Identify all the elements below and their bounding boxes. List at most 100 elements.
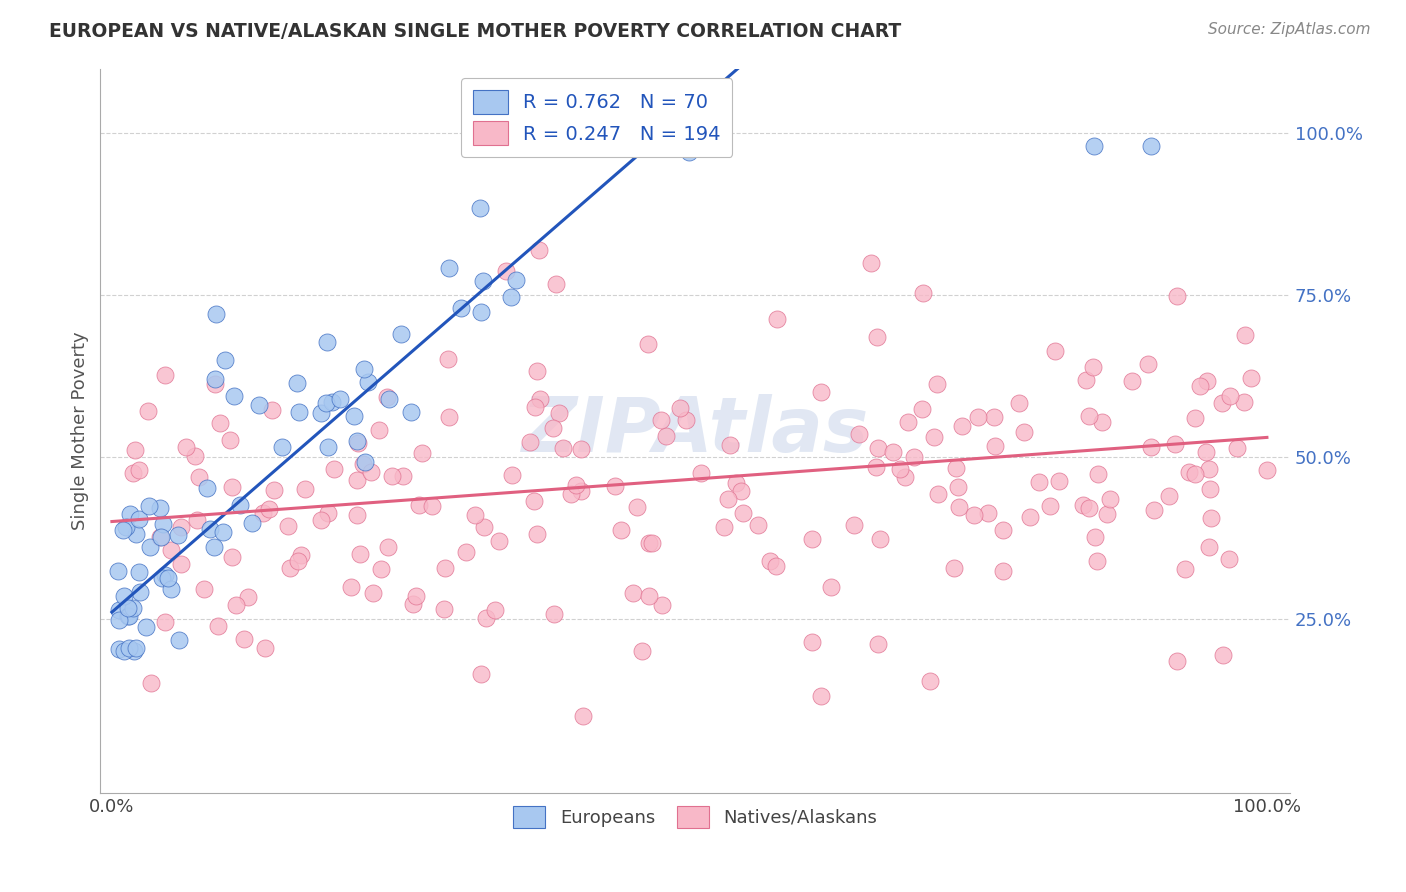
Point [153,568,176,582]
Point [437,410,460,425]
Point [842,517,865,532]
Point [117,609,139,624]
Point [450,301,472,315]
Point [499,290,522,304]
Point [202,540,225,554]
Point [346,508,368,523]
Point [903,450,925,464]
Point [367,423,389,437]
Point [1091,415,1114,429]
Point [236,590,259,604]
Point [321,395,343,409]
Point [290,548,312,562]
Point [637,337,659,351]
Point [922,430,945,444]
Point [945,461,967,475]
Point [820,580,842,594]
Point [322,462,344,476]
Point [149,530,172,544]
Point [1233,394,1256,409]
Point [316,506,339,520]
Point [810,384,832,399]
Point [470,666,492,681]
Point [678,145,700,159]
Point [1198,462,1220,476]
Point [378,392,401,407]
Point [524,400,547,414]
Point [169,520,191,534]
Point [868,637,890,651]
Point [247,398,270,412]
Point [548,406,571,420]
Point [977,507,1000,521]
Point [343,409,366,423]
Point [1174,562,1197,576]
Point [1184,411,1206,425]
Point [349,547,371,561]
Point [925,377,948,392]
Point [569,484,592,499]
Point [948,500,970,514]
Point [200,523,222,537]
Point [1047,475,1070,489]
Point [278,560,301,574]
Point [389,326,412,341]
Point [214,352,236,367]
Point [212,525,235,540]
Point [204,372,226,386]
Point [927,487,949,501]
Point [920,674,942,689]
Point [402,597,425,611]
Point [204,376,226,391]
Point [801,635,824,649]
Point [911,402,934,417]
Point [315,395,337,409]
Point [1085,554,1108,568]
Point [1194,445,1216,459]
Point [1071,499,1094,513]
Point [254,640,277,655]
Point [1184,467,1206,481]
Point [1077,500,1099,515]
Point [354,455,377,469]
Point [1212,648,1234,662]
Point [1157,489,1180,503]
Point [569,442,592,457]
Point [866,330,889,344]
Point [360,466,382,480]
Point [720,438,742,452]
Point [859,255,882,269]
Point [675,413,697,427]
Point [1098,491,1121,506]
Point [810,690,832,704]
Point [108,613,131,627]
Point [221,549,243,564]
Point [150,571,173,585]
Point [1095,507,1118,521]
Point [392,469,415,483]
Point [717,491,740,506]
Point [526,527,548,541]
Y-axis label: Single Mother Poverty: Single Mother Poverty [72,332,89,530]
Point [572,708,595,723]
Point [637,536,659,550]
Point [257,502,280,516]
Point [195,481,218,495]
Point [889,462,911,476]
Point [488,533,510,548]
Point [224,389,246,403]
Point [724,475,747,490]
Point [405,590,427,604]
Point [655,428,678,442]
Point [984,439,1007,453]
Point [897,415,920,429]
Point [1189,379,1212,393]
Point [186,512,208,526]
Point [141,676,163,690]
Point [894,470,917,484]
Point [125,526,148,541]
Point [118,608,141,623]
Point [155,368,177,382]
Point [115,520,138,534]
Point [529,243,551,257]
